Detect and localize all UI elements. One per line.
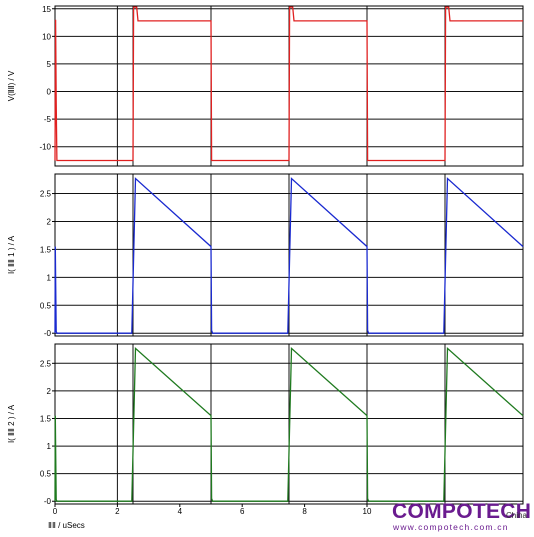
- y-tick-label: 0: [47, 88, 52, 97]
- watermark-region: China: [506, 511, 527, 520]
- y-tick-label: 0.5: [40, 301, 52, 310]
- series-line: [54, 6, 523, 162]
- panel-voltage: 15 10 5 0 -5 -10 V(ⅡⅡ) / V: [7, 5, 524, 167]
- y-tick-label: 2.5: [40, 359, 52, 368]
- y-tick-label: 15: [42, 5, 51, 14]
- panel-current-secondary-2: 2.5 2 1.5 1 0.5 -0 I( ⅡⅡ 2 ) / A 0 2 4 6 8 10 ⅡⅡ / uS…: [7, 343, 524, 530]
- y-tick-label: 2.5: [40, 190, 52, 199]
- y-tick-label: 5: [47, 60, 52, 69]
- series-line: [54, 177, 524, 334]
- y-tick-label: 1.5: [40, 414, 52, 423]
- x-tick-label: 4: [178, 507, 183, 516]
- y-tick-label: -0: [44, 329, 52, 338]
- y-tick-label: 2: [47, 387, 52, 396]
- y-tick-label: -5: [44, 115, 52, 124]
- y-tick-label: 2: [47, 217, 52, 226]
- y-axis-label: I( ⅡⅡ 2 ) / A: [7, 404, 16, 443]
- x-tick-label: 8: [302, 507, 307, 516]
- y-tick-label: -10: [39, 143, 51, 152]
- y-tick-label: -0: [44, 497, 52, 506]
- watermark: COMPOTECH China www.compotech.com.cn: [392, 500, 531, 532]
- y-tick-label: 1: [47, 442, 52, 451]
- x-tick-label: 0: [53, 507, 58, 516]
- x-tick-label: 2: [115, 507, 120, 516]
- y-axis-label: I( ⅡⅡ 1 ) / A: [7, 235, 16, 274]
- x-tick-label: 10: [363, 507, 372, 516]
- watermark-url: www.compotech.com.cn: [392, 522, 509, 532]
- panel-current-secondary-1: 2.5 2 1.5 1 0.5 -0 I( ⅡⅡ 1 ) / A: [7, 173, 524, 338]
- y-tick-label: 10: [42, 32, 51, 41]
- y-tick-label: 1: [47, 273, 52, 282]
- y-tick-label: 1.5: [40, 245, 52, 254]
- series-line: [54, 346, 524, 502]
- y-tick-label: 0.5: [40, 470, 52, 479]
- y-axis-label: V(ⅡⅡ) / V: [7, 70, 16, 101]
- x-tick-label: 6: [240, 507, 245, 516]
- x-axis-label: ⅡⅡ / uSecs: [48, 521, 85, 530]
- watermark-brand: COMPOTECH: [392, 500, 531, 523]
